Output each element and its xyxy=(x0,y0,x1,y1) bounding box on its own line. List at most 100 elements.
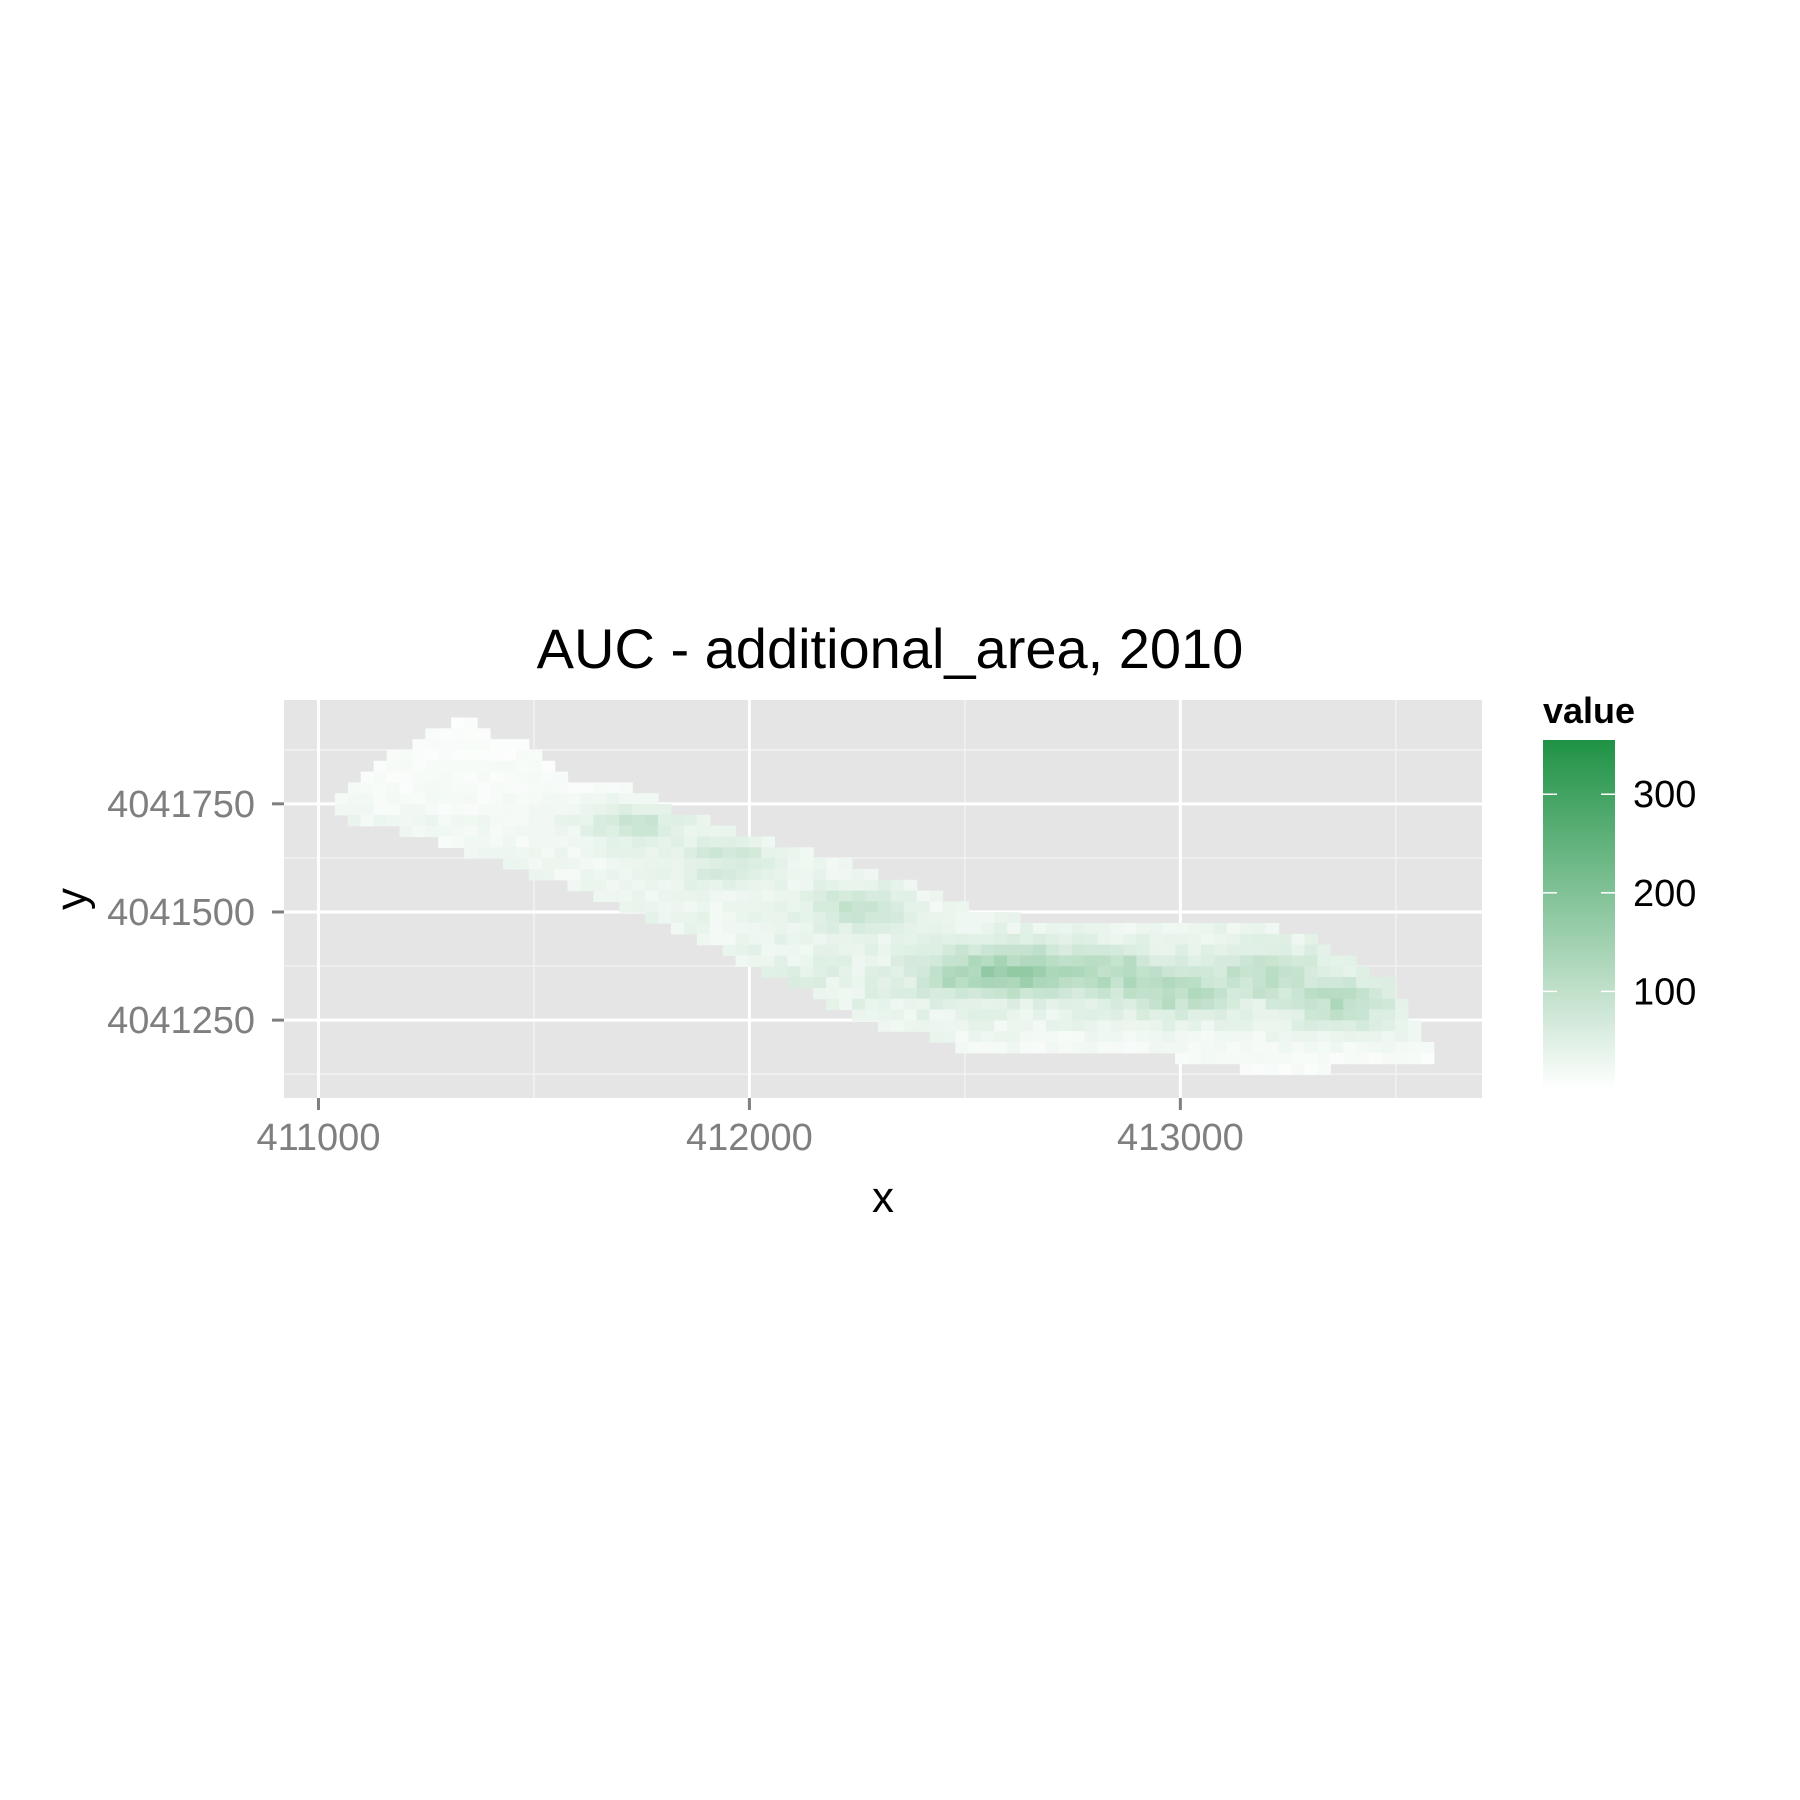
heatmap-cell xyxy=(464,793,478,805)
heatmap-cell xyxy=(1097,1031,1112,1043)
heatmap-cell xyxy=(748,868,763,881)
heatmap-cell xyxy=(670,879,685,892)
heatmap-cell xyxy=(1110,998,1125,1011)
heatmap-cell xyxy=(1045,977,1060,989)
heatmap-cell xyxy=(903,987,918,1000)
heatmap-cell xyxy=(1304,1052,1318,1065)
heatmap-cell xyxy=(929,977,944,989)
heatmap-cell xyxy=(942,1020,956,1032)
heatmap-cell xyxy=(1226,1031,1241,1043)
heatmap-cell xyxy=(1020,923,1034,935)
heatmap-cell xyxy=(632,847,646,859)
heatmap-cell xyxy=(890,966,905,978)
heatmap-cell xyxy=(864,1009,879,1021)
heatmap-cell xyxy=(1239,944,1254,957)
heatmap-cell xyxy=(489,804,504,816)
heatmap-cell xyxy=(1382,1041,1396,1054)
heatmap-cell xyxy=(1278,1063,1293,1076)
heatmap-cell xyxy=(722,944,737,957)
heatmap-cell xyxy=(1020,1041,1034,1054)
heatmap-cell xyxy=(890,901,905,913)
heatmap-cell xyxy=(1123,933,1137,946)
heatmap-cell xyxy=(1317,977,1331,989)
heatmap-cell xyxy=(438,836,452,848)
heatmap-cell xyxy=(464,717,478,729)
heatmap-cell xyxy=(709,901,724,913)
heatmap-cell xyxy=(1007,955,1021,967)
heatmap-cell xyxy=(1071,1009,1086,1021)
heatmap-cell xyxy=(1123,955,1137,967)
heatmap-cell xyxy=(541,858,556,870)
heatmap-cell xyxy=(1226,944,1241,957)
heatmap-cell xyxy=(477,825,491,838)
heatmap-cell xyxy=(994,1031,1008,1043)
heatmap-cell xyxy=(1020,1031,1034,1043)
heatmap-cell xyxy=(1382,987,1396,1000)
heatmap-cell xyxy=(955,987,969,1000)
y-axis-title: y xyxy=(47,888,96,910)
heatmap-cell xyxy=(981,998,995,1011)
heatmap-cell xyxy=(1278,944,1293,957)
heatmap-cell xyxy=(774,955,788,967)
heatmap-cell xyxy=(735,847,750,859)
heatmap-cell xyxy=(787,923,801,935)
heatmap-cell xyxy=(1058,933,1073,946)
heatmap-cell xyxy=(1213,1052,1228,1065)
heatmap-cell xyxy=(1343,1031,1357,1043)
heatmap-cell xyxy=(683,901,698,913)
heatmap-cell xyxy=(399,760,414,773)
heatmap-cell xyxy=(761,955,776,967)
heatmap-cell xyxy=(502,858,517,870)
heatmap-cell xyxy=(683,890,698,902)
heatmap-cell xyxy=(916,977,931,989)
heatmap-cell xyxy=(1226,1052,1241,1065)
heatmap-cell xyxy=(670,847,685,859)
heatmap-cell xyxy=(774,901,788,913)
heatmap-cell xyxy=(1226,966,1241,978)
heatmap-cell xyxy=(1123,1009,1137,1021)
heatmap-cell xyxy=(1007,998,1021,1011)
heatmap-cell xyxy=(696,825,711,838)
heatmap-cell xyxy=(839,966,853,978)
heatmap-cell xyxy=(1239,977,1254,989)
heatmap-cell xyxy=(1175,1041,1189,1054)
heatmap-cell xyxy=(1394,1031,1409,1043)
heatmap-cell xyxy=(425,782,439,794)
heatmap-cell xyxy=(787,901,801,913)
heatmap-cell xyxy=(968,1020,982,1032)
heatmap-cell xyxy=(386,804,401,816)
heatmap-cell xyxy=(1188,1031,1202,1043)
heatmap-cell xyxy=(1175,933,1189,946)
heatmap-cell xyxy=(839,944,853,957)
heatmap-cell xyxy=(412,804,426,816)
heatmap-cell xyxy=(580,868,595,881)
heatmap-cell xyxy=(916,987,931,1000)
heatmap-cell xyxy=(1252,944,1267,957)
heatmap-cell xyxy=(515,760,530,773)
heatmap-cell xyxy=(1382,1052,1396,1065)
heatmap-cell xyxy=(606,836,620,848)
heatmap-cell xyxy=(1175,944,1189,957)
heatmap-cell xyxy=(1382,1020,1396,1032)
heatmap-cell xyxy=(955,1041,969,1054)
heatmap-cell xyxy=(1020,998,1034,1011)
heatmap-cell xyxy=(515,749,530,762)
heatmap-cell xyxy=(851,966,866,978)
heatmap-cell xyxy=(800,879,814,892)
heatmap-cell xyxy=(502,804,517,816)
heatmap-cell xyxy=(1304,966,1318,978)
heatmap-cell xyxy=(1097,944,1112,957)
heatmap-cell xyxy=(1343,987,1357,1000)
heatmap-cell xyxy=(619,847,633,859)
heatmap-cell xyxy=(1058,944,1073,957)
heatmap-cell xyxy=(1278,987,1293,1000)
heatmap-cell xyxy=(864,879,879,892)
heatmap-cell xyxy=(399,814,414,827)
heatmap-cell xyxy=(1136,977,1150,989)
heatmap-cell xyxy=(645,890,659,902)
heatmap-cell xyxy=(981,955,995,967)
heatmap-cell xyxy=(1201,1052,1215,1065)
heatmap-cell xyxy=(632,858,646,870)
heatmap-cell xyxy=(1149,1009,1163,1021)
heatmap-cell xyxy=(1032,1041,1047,1054)
